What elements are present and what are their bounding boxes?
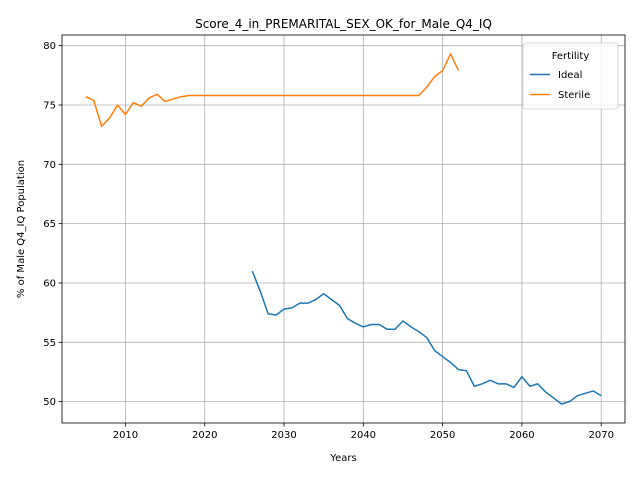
y-tick-label: 50	[43, 397, 56, 408]
x-tick-label: 2040	[351, 430, 376, 441]
legend-label-sterile: Sterile	[558, 90, 590, 101]
y-tick-label: 80	[43, 41, 56, 52]
series-line-ideal	[251, 270, 602, 405]
series-lines	[85, 53, 602, 405]
x-tick-label: 2020	[192, 430, 217, 441]
chart-title: Score_4_in_PREMARITAL_SEX_OK_for_Male_Q4…	[195, 17, 492, 31]
y-tick-label: 60	[43, 278, 56, 289]
x-tick-label: 2050	[430, 430, 455, 441]
y-tick-label: 75	[43, 101, 56, 112]
y-tick-label: 55	[43, 338, 56, 349]
x-axis-label: Years	[329, 453, 356, 464]
x-tick-label: 2060	[509, 430, 534, 441]
x-tick-label: 2070	[588, 430, 613, 441]
legend-title: Fertility	[552, 51, 590, 62]
legend-box	[522, 42, 619, 110]
legend-entries: Ideal Sterile	[530, 70, 590, 101]
y-tick-label: 65	[43, 219, 56, 230]
x-tick-label: 2010	[113, 430, 138, 441]
plot-area-frame	[61, 34, 626, 424]
series-line-sterile	[85, 53, 460, 128]
axis-ticks: 2010 2020 2030 2040 2050 2060 2070 50 55 60 65 70 75…	[43, 41, 614, 441]
legend: Fertility Ideal Sterile	[522, 42, 619, 110]
y-tick-label: 70	[43, 160, 56, 171]
x-tick-label: 2030	[271, 430, 296, 441]
legend-label-ideal: Ideal	[558, 70, 582, 81]
y-axis-label: % of Male Q4_IQ Population	[16, 160, 27, 298]
